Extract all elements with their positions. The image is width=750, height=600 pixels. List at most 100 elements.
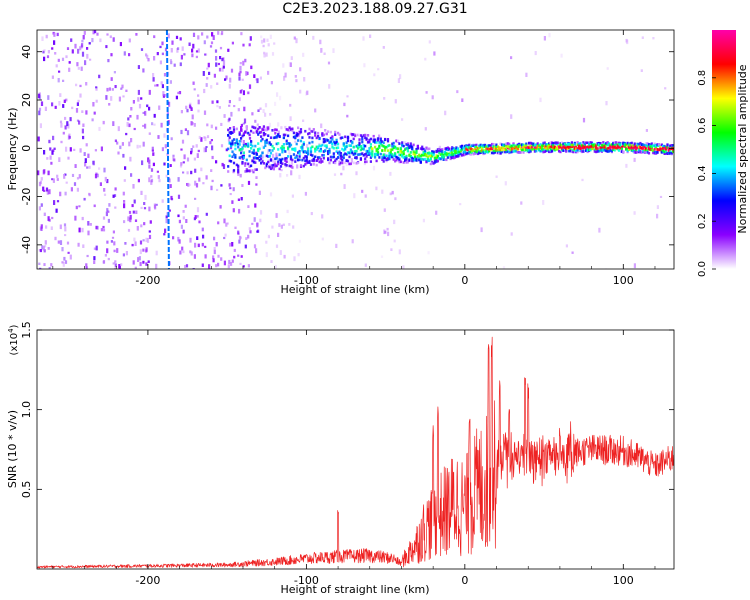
band-cell bbox=[438, 156, 441, 160]
band-cell bbox=[662, 144, 665, 148]
noise-cell bbox=[145, 262, 148, 266]
band-cell bbox=[590, 147, 593, 150]
noise-cell bbox=[153, 35, 156, 39]
band-cell bbox=[560, 144, 564, 147]
band-cell bbox=[459, 148, 462, 151]
band-cell bbox=[637, 142, 641, 146]
band-cell bbox=[277, 162, 280, 166]
noise-cell bbox=[270, 260, 273, 263]
noise-cell bbox=[130, 138, 133, 143]
noise-cell bbox=[142, 111, 145, 114]
noise-cell bbox=[150, 180, 153, 185]
band-cell bbox=[543, 146, 546, 149]
noise-cell bbox=[81, 128, 84, 134]
noise-cell bbox=[656, 205, 659, 209]
band-cell bbox=[482, 143, 485, 147]
noise-cell bbox=[239, 62, 242, 65]
band-cell bbox=[279, 159, 283, 162]
band-cell bbox=[354, 152, 357, 155]
noise-cell bbox=[123, 220, 126, 224]
noise-cell bbox=[137, 257, 140, 262]
band-cell bbox=[626, 147, 629, 151]
noise-cell bbox=[67, 123, 70, 129]
noise-cell bbox=[125, 251, 128, 256]
noise-cell bbox=[106, 240, 109, 244]
noise-cell bbox=[184, 265, 187, 269]
noise-cell bbox=[98, 74, 101, 79]
noise-cell bbox=[75, 108, 79, 113]
noise-cell bbox=[46, 55, 50, 59]
band-cell bbox=[556, 145, 559, 148]
band-cell bbox=[569, 147, 572, 151]
noise-cell bbox=[244, 244, 247, 249]
noise-cell bbox=[194, 215, 197, 219]
band-cell bbox=[298, 149, 301, 153]
band-cell bbox=[600, 144, 603, 147]
noise-cell bbox=[394, 197, 397, 201]
band-cell bbox=[533, 148, 536, 151]
noise-cell bbox=[275, 244, 279, 248]
band-cell bbox=[455, 154, 458, 158]
band-cell bbox=[324, 138, 327, 142]
snr-multiplier-base: (x10 bbox=[9, 333, 20, 356]
noise-cell bbox=[148, 159, 151, 164]
noise-cell bbox=[209, 141, 212, 145]
band-cell bbox=[247, 131, 250, 135]
noise-cell bbox=[206, 123, 209, 127]
noise-cell bbox=[182, 171, 185, 174]
band-cell bbox=[503, 144, 506, 148]
noise-cell bbox=[253, 74, 256, 78]
noise-cell bbox=[197, 35, 200, 40]
noise-cell bbox=[288, 127, 291, 132]
noise-cell bbox=[203, 88, 206, 94]
noise-cell bbox=[320, 123, 323, 129]
band-cell bbox=[510, 150, 514, 154]
noise-cell bbox=[219, 46, 223, 50]
band-cell bbox=[636, 150, 639, 154]
noise-cell bbox=[74, 215, 77, 221]
noise-cell bbox=[170, 198, 174, 201]
noise-cell bbox=[221, 162, 224, 167]
noise-cell bbox=[48, 267, 51, 269]
noise-cell bbox=[205, 83, 208, 87]
noise-cell bbox=[245, 237, 248, 240]
noise-cell bbox=[107, 210, 110, 213]
noise-cell bbox=[298, 137, 301, 142]
noise-cell bbox=[146, 54, 149, 59]
band-cell bbox=[528, 149, 531, 152]
noise-cell bbox=[217, 254, 220, 258]
band-cell bbox=[538, 144, 541, 147]
band-cell bbox=[230, 130, 233, 134]
noise-cell bbox=[393, 239, 396, 243]
noise-cell bbox=[127, 117, 130, 121]
noise-cell bbox=[353, 193, 356, 199]
noise-cell bbox=[255, 78, 258, 81]
band-cell bbox=[351, 140, 354, 144]
band-cell bbox=[599, 148, 602, 151]
band-cell bbox=[612, 145, 615, 148]
noise-cell bbox=[51, 102, 54, 107]
band-cell bbox=[305, 161, 308, 165]
band-cell bbox=[635, 145, 638, 148]
band-cell bbox=[635, 151, 638, 154]
noise-cell bbox=[62, 79, 65, 82]
noise-cell bbox=[271, 52, 275, 56]
band-cell bbox=[672, 144, 674, 147]
noise-cell bbox=[96, 32, 99, 36]
band-cell bbox=[626, 149, 629, 152]
band-cell bbox=[264, 133, 267, 136]
noise-cell bbox=[270, 81, 273, 85]
noise-cell bbox=[255, 183, 258, 186]
noise-cell bbox=[213, 247, 216, 250]
band-cell bbox=[518, 145, 521, 148]
noise-cell bbox=[282, 63, 285, 68]
noise-cell bbox=[56, 200, 60, 203]
noise-cell bbox=[89, 58, 92, 61]
noise-cell bbox=[87, 221, 90, 226]
noise-cell bbox=[93, 204, 96, 208]
noise-cell bbox=[198, 177, 201, 182]
band-cell bbox=[235, 141, 238, 144]
noise-cell bbox=[201, 227, 204, 232]
band-cell bbox=[369, 152, 372, 155]
noise-cell bbox=[50, 263, 53, 267]
